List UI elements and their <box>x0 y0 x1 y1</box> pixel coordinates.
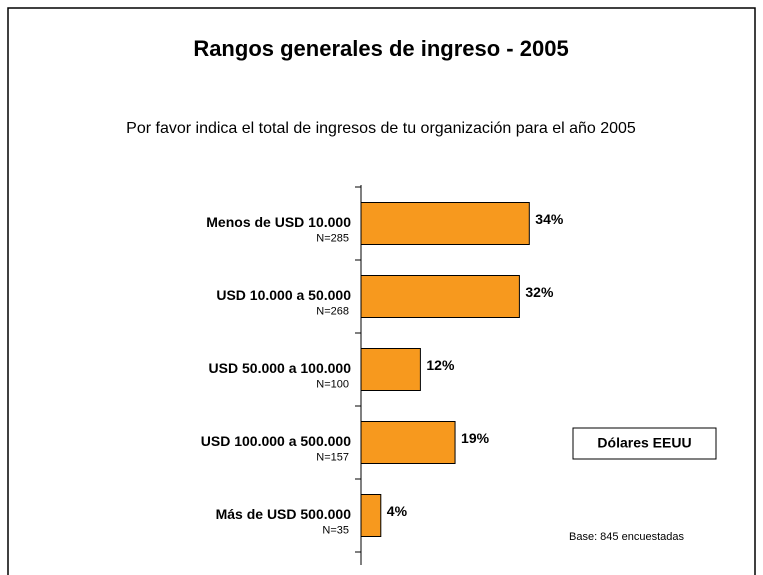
annotation: Base: 845 encuestadas <box>569 531 684 543</box>
category-label: USD 100.000 a 500.000 <box>201 433 351 449</box>
category-label: USD 50.000 a 100.000 <box>209 360 352 376</box>
bar <box>360 348 421 391</box>
category-note: N=157 <box>316 451 349 463</box>
bar <box>360 494 382 537</box>
bar <box>360 421 456 464</box>
slide-frame <box>7 7 756 575</box>
annotation: Dólares EEUU <box>597 435 691 451</box>
category-note: N=100 <box>316 378 349 390</box>
category-label: Más de USD 500.000 <box>216 506 352 522</box>
bar <box>360 275 520 318</box>
data-label: 19% <box>461 430 490 446</box>
data-label: 12% <box>426 357 455 373</box>
category-label: USD 10.000 a 50.000 <box>216 287 351 303</box>
category-note: N=285 <box>316 232 349 244</box>
data-label: 4% <box>387 503 408 519</box>
chart-subtitle: Por favor indica el total de ingresos de… <box>126 120 636 137</box>
category-label: Menos de USD 10.000 <box>206 214 351 230</box>
bar <box>360 202 530 245</box>
annotation-box <box>572 427 717 460</box>
data-label: 32% <box>525 284 554 300</box>
data-label: 34% <box>535 211 564 227</box>
category-note: N=268 <box>316 305 349 317</box>
category-note: N=35 <box>322 524 349 536</box>
chart-title: Rangos generales de ingreso - 2005 <box>193 36 568 61</box>
